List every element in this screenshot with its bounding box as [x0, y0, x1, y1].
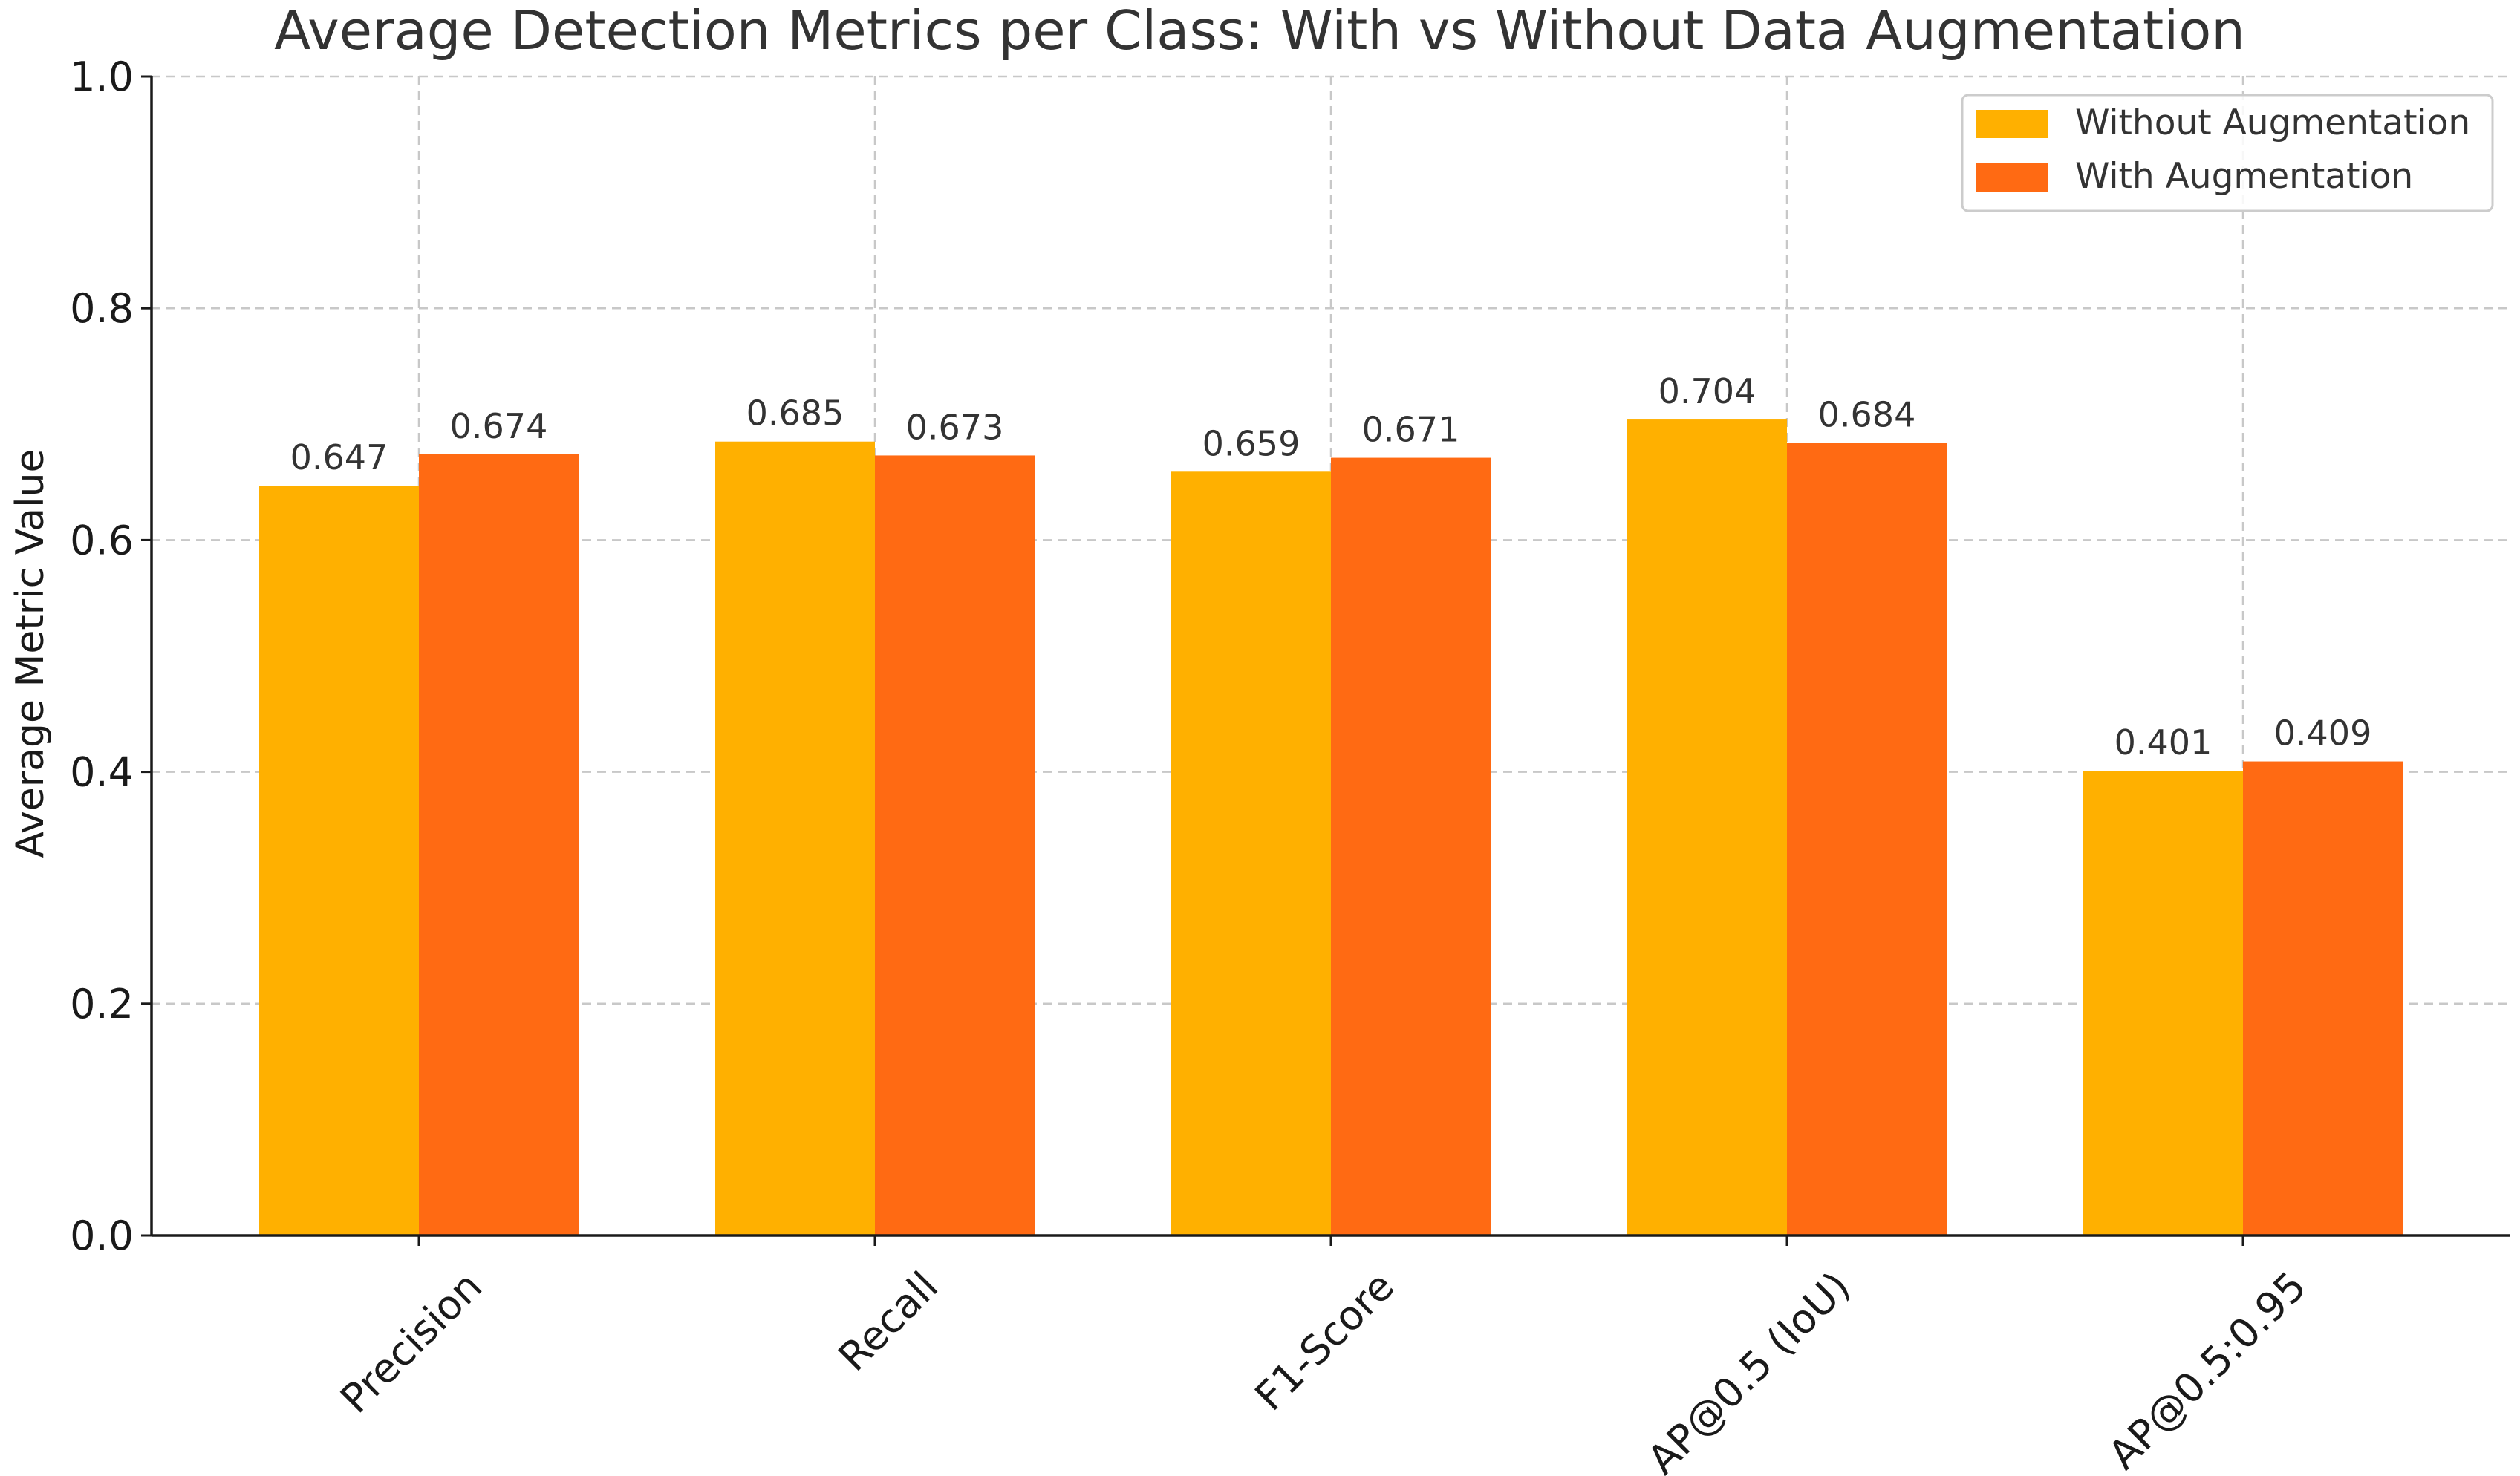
data-label: 0.647	[290, 437, 388, 477]
bar-without-augmentation	[2083, 771, 2243, 1235]
bar-without-augmentation	[715, 441, 875, 1235]
bar-without-augmentation	[1627, 419, 1787, 1235]
legend-swatch	[1976, 110, 2048, 138]
y-tick-label: 0.4	[70, 749, 134, 796]
y-tick-label: 0.8	[70, 285, 134, 332]
bar-without-augmentation	[259, 486, 419, 1235]
x-tick-label: F1-Score	[1246, 1263, 1404, 1420]
data-label: 0.685	[746, 394, 844, 434]
legend-entry: Without Augmentation	[2075, 102, 2470, 143]
chart-title: Average Detection Metrics per Class: Wit…	[274, 0, 2245, 62]
y-tick-label: 0.0	[70, 1212, 134, 1259]
y-tick-label: 1.0	[70, 53, 134, 100]
x-tick-label: AP@0.5 (IoU)	[1638, 1263, 1859, 1476]
legend-frame	[1961, 94, 2494, 212]
bar-with-augmentation	[1331, 457, 1491, 1235]
bar-with-augmentation	[419, 454, 579, 1235]
bar-with-augmentation	[875, 455, 1035, 1235]
y-tick-label: 0.2	[70, 981, 134, 1028]
data-label: 0.704	[1658, 371, 1756, 411]
data-label: 0.673	[906, 407, 1004, 447]
x-tick-label: AP@0.5:0.95	[2100, 1263, 2315, 1476]
legend-entry: With Augmentation	[2075, 156, 2413, 197]
data-label: 0.659	[1202, 423, 1300, 463]
data-label: 0.674	[450, 406, 548, 446]
bar-with-augmentation	[1787, 443, 1947, 1235]
legend: Without Augmentation With Augmentation	[1961, 94, 2494, 212]
data-label: 0.684	[1818, 394, 1916, 434]
data-labels: 0.647 0.685 0.659 0.704 0.401 0.674 0.673 0.671…	[290, 371, 2372, 763]
data-label: 0.409	[2274, 713, 2372, 754]
bars	[259, 419, 2403, 1235]
data-label: 0.401	[2114, 722, 2213, 763]
x-tick-label: Recall	[830, 1263, 947, 1380]
legend-swatch	[1976, 163, 2048, 192]
y-tick-label: 0.6	[70, 517, 134, 564]
bar-with-augmentation	[2243, 761, 2403, 1235]
bar-without-augmentation	[1171, 471, 1331, 1235]
y-axis-label: Average Metric Value	[8, 448, 53, 858]
data-label: 0.671	[1362, 410, 1460, 450]
x-tick-label: Precision	[331, 1263, 491, 1423]
